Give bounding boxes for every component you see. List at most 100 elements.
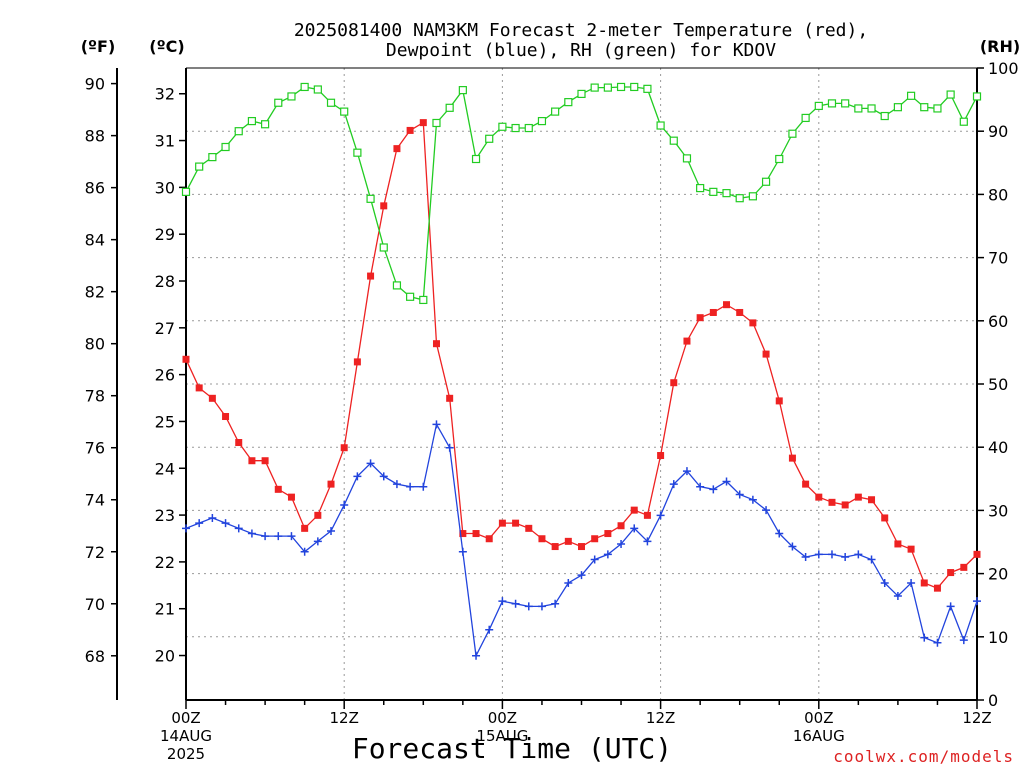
temperature-point bbox=[723, 301, 731, 309]
x-tick-label: 14AUG bbox=[160, 727, 212, 745]
dewpoint-point bbox=[485, 625, 494, 634]
dewpoint-point bbox=[208, 513, 217, 522]
temperature-point bbox=[762, 350, 770, 358]
temperature-point bbox=[274, 485, 282, 493]
temperature-point bbox=[683, 337, 691, 345]
rh-point bbox=[300, 82, 309, 92]
rh-point bbox=[524, 123, 533, 133]
x-tick-label: 12Z bbox=[646, 709, 675, 727]
temperature-point bbox=[195, 384, 203, 392]
gridlines bbox=[186, 68, 977, 700]
dewpoint-point bbox=[432, 420, 441, 429]
temperature-point bbox=[472, 530, 480, 538]
temperature-point bbox=[512, 519, 520, 527]
dewpoint-point bbox=[445, 443, 454, 452]
rh-point bbox=[313, 85, 322, 94]
temperature-point bbox=[933, 584, 941, 592]
celsius-tick-label: 30 bbox=[155, 178, 175, 197]
watermark: coolwx.com/models bbox=[833, 747, 1014, 766]
temperature-point bbox=[643, 511, 651, 519]
temperature-point bbox=[591, 535, 599, 543]
rh-point bbox=[247, 116, 257, 126]
rh-point bbox=[551, 107, 560, 116]
temperature-point bbox=[709, 308, 717, 316]
rh-point bbox=[735, 194, 744, 203]
rh-point bbox=[590, 83, 599, 92]
chart-title-line1: 2025081400 NAM3KM Forecast 2-meter Tempe… bbox=[294, 20, 868, 41]
dewpoint-point bbox=[946, 602, 955, 611]
fahrenheit-tick-label: 90 bbox=[85, 75, 105, 94]
rh-point bbox=[906, 91, 916, 100]
rh-point bbox=[274, 98, 283, 107]
rh-point bbox=[537, 116, 547, 126]
rh-point bbox=[643, 84, 652, 93]
unit-label-celsius: (ºC) bbox=[149, 37, 184, 56]
dewpoint-point bbox=[564, 578, 573, 587]
temperature-point bbox=[327, 480, 335, 488]
rh-point bbox=[340, 107, 349, 116]
celsius-tick-label: 20 bbox=[155, 647, 175, 666]
temperature-point bbox=[485, 535, 493, 543]
temperature-point bbox=[261, 457, 269, 465]
rh-tick-label: 40 bbox=[988, 438, 1008, 457]
rh-tick-label: 90 bbox=[988, 122, 1008, 141]
rh-point bbox=[788, 129, 797, 138]
dewpoint-point bbox=[907, 578, 916, 587]
fahrenheit-tick-label: 86 bbox=[85, 179, 105, 198]
rh-point bbox=[761, 177, 771, 186]
rh-point bbox=[498, 122, 507, 131]
temperature-point bbox=[314, 511, 322, 519]
temperature-point bbox=[406, 126, 414, 134]
rh-point bbox=[419, 295, 428, 305]
temperature-point bbox=[367, 272, 375, 280]
dewpoint-point bbox=[524, 602, 533, 611]
dewpoint-point bbox=[682, 467, 691, 476]
celsius-tick-label: 27 bbox=[155, 319, 175, 338]
celsius-tick-label: 31 bbox=[155, 132, 175, 151]
rh-point bbox=[709, 187, 718, 196]
rh-series bbox=[181, 82, 982, 305]
temperature-point bbox=[749, 319, 757, 327]
temperature-point bbox=[380, 202, 388, 210]
temperature-point bbox=[973, 550, 981, 558]
rh-tick-label: 30 bbox=[988, 501, 1008, 520]
rh-tick-label: 80 bbox=[988, 185, 1008, 204]
celsius-tick-label: 24 bbox=[155, 459, 175, 478]
dewpoint-point bbox=[234, 524, 243, 533]
rh-point bbox=[195, 162, 204, 171]
dewpoint-point bbox=[630, 524, 639, 533]
dewpoint-point bbox=[472, 651, 481, 660]
temperature-point bbox=[235, 439, 243, 447]
rh-point bbox=[972, 92, 982, 101]
temperature-point bbox=[907, 545, 915, 553]
dewpoint-point bbox=[801, 552, 810, 561]
dewpoint-point bbox=[920, 633, 929, 642]
rh-point bbox=[208, 153, 217, 162]
rh-tick-label: 10 bbox=[988, 628, 1008, 647]
temperature-point bbox=[525, 524, 533, 532]
dewpoint-point bbox=[827, 550, 836, 559]
rh-tick-label: 50 bbox=[988, 375, 1008, 394]
temperature-point bbox=[248, 457, 256, 465]
dewpoint-point bbox=[603, 550, 612, 559]
temperature-point bbox=[670, 379, 678, 387]
rh-point bbox=[775, 154, 784, 164]
temperature-point bbox=[960, 563, 968, 571]
dewpoint-point bbox=[498, 597, 507, 606]
dewpoint-point bbox=[511, 599, 520, 608]
rh-point bbox=[616, 82, 626, 92]
rh-point bbox=[511, 123, 520, 133]
temperature-point bbox=[775, 397, 783, 405]
celsius-tick-label: 32 bbox=[155, 85, 175, 104]
dewpoint-point bbox=[458, 547, 467, 556]
dewpoint-point bbox=[366, 459, 375, 468]
dewpoint-point bbox=[221, 519, 230, 528]
dewpoint-point bbox=[669, 480, 678, 489]
temperature-point bbox=[578, 543, 585, 551]
rh-point bbox=[893, 103, 903, 112]
fahrenheit-tick-label: 70 bbox=[85, 595, 105, 614]
fahrenheit-tick-label: 68 bbox=[85, 647, 105, 666]
rh-tick-label: 60 bbox=[988, 312, 1008, 331]
fahrenheit-tick-label: 78 bbox=[85, 387, 105, 406]
